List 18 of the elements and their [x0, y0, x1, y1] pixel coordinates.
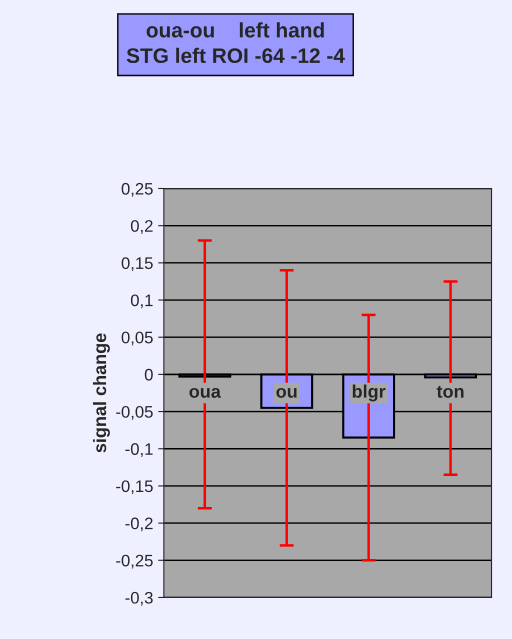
x-tick-label: ou — [276, 388, 297, 398]
y-axis-title: signal change — [92, 333, 110, 453]
x-tick-label: blgr — [352, 384, 386, 402]
y-tick-label: -0,2 — [125, 518, 153, 532]
x-tick-label: ton — [436, 386, 464, 398]
y-tick-label: 0,15 — [122, 257, 153, 272]
y-tick-label: 0,25 — [122, 182, 153, 197]
y-tick-label: -0,05 — [116, 406, 153, 420]
y-tick-label: 0,1 — [130, 294, 153, 308]
y-tick-label: -0,1 — [125, 443, 153, 457]
y-tick-label: 0,05 — [122, 332, 153, 346]
y-tick-label: -0,25 — [116, 554, 153, 568]
chart-title: oua-ou left hand STG left ROI -64 -12 -4 — [126, 22, 345, 64]
y-tick-label: 0,2 — [130, 220, 153, 234]
y-tick-label: 0 — [144, 368, 153, 381]
y-tick-label: -0,15 — [116, 480, 153, 494]
y-tick-label: -0,3 — [125, 592, 153, 606]
x-tick-label: oua — [189, 388, 221, 398]
